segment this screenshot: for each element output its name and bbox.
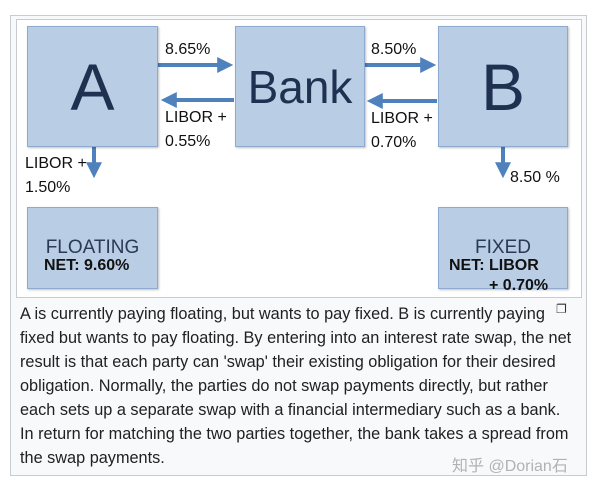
node-bank: Bank <box>235 26 365 147</box>
label-b-to-fixed: 8.50 % <box>510 169 560 186</box>
node-fixed: FIXED <box>438 207 568 289</box>
enlarge-icon[interactable]: ❐ <box>556 302 567 316</box>
label-bank-to-b: 8.50% <box>371 41 417 58</box>
label-b-to-bank-1: LIBOR + <box>371 110 433 127</box>
node-b: B <box>438 26 568 147</box>
label-bank-to-a-2: 0.55% <box>165 133 211 150</box>
label-bank-to-a-1: LIBOR + <box>165 109 227 126</box>
label-a-to-bank: 8.65% <box>165 41 211 58</box>
label-b-to-bank-2: 0.70% <box>371 134 417 151</box>
figure-caption: A is currently paying floating, but want… <box>20 305 572 467</box>
net-b-line2: + 0.70% <box>489 277 549 294</box>
net-a: NET: 9.60% <box>44 257 130 274</box>
label-a-to-floating-2: 1.50% <box>25 179 71 196</box>
arrows <box>86 57 511 179</box>
net-b-line1: NET: LIBOR <box>449 257 539 274</box>
label-a-to-floating-1: LIBOR + <box>25 155 87 172</box>
node-floating: FLOATING <box>27 207 158 289</box>
watermark: 知乎 @Dorian石 <box>452 458 568 475</box>
node-a: A <box>27 26 158 147</box>
